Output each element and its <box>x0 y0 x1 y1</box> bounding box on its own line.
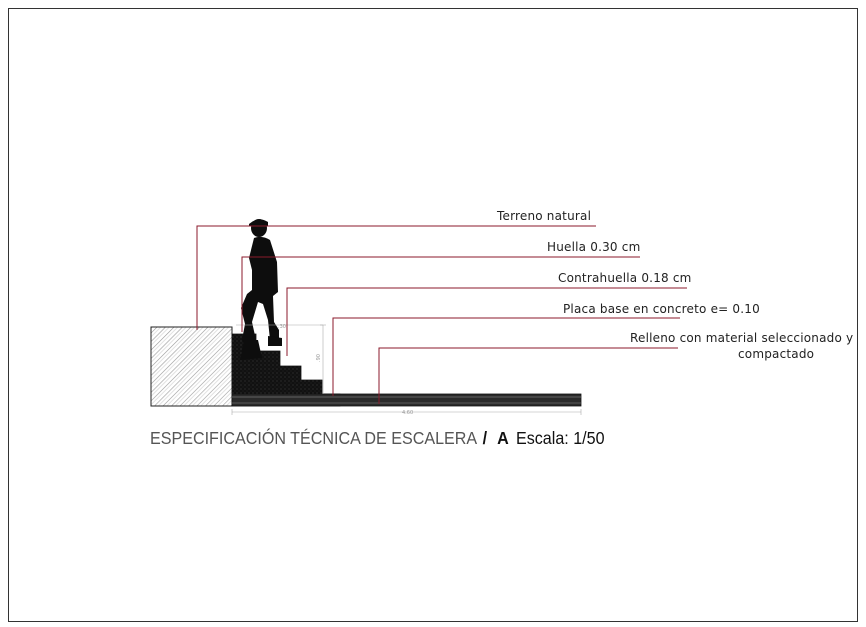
dimension-step-text: .30 <box>278 324 286 330</box>
label-relleno-line2: compactado <box>738 347 815 361</box>
label-terreno-natural: Terreno natural <box>497 209 592 223</box>
leader-terreno <box>196 225 596 330</box>
leader-contrahuella <box>286 287 687 356</box>
label-contrahuella: Contrahuella 0.18 cm <box>558 271 692 285</box>
dimension-length-text: 4.60 <box>402 410 413 416</box>
drawing-caption: ESPECIFICACIÓN TÉCNICA DE ESCALERA / A E… <box>150 428 605 449</box>
leader-huella <box>241 256 640 332</box>
leader-relleno <box>378 347 678 404</box>
label-relleno-line1: Relleno con material seleccionado y <box>630 331 854 345</box>
label-placa-base: Placa base en concreto e= 0.10 <box>563 302 760 316</box>
caption-scale: Escala: 1/50 <box>515 428 605 448</box>
base-slab <box>231 393 582 407</box>
caption-title: ESPECIFICACIÓN TÉCNICA DE ESCALERA <box>150 428 477 448</box>
caption-separator: / <box>482 428 488 448</box>
natural-terrain-block <box>150 326 233 407</box>
leader-lines <box>196 225 687 404</box>
caption-view-id: A <box>497 428 509 448</box>
person-silhouette <box>240 219 282 360</box>
dimension-lines <box>231 324 582 415</box>
leader-placa <box>332 317 680 396</box>
label-huella: Huella 0.30 cm <box>547 240 641 254</box>
dimension-height-text: .90 <box>316 354 322 362</box>
drawing-frame <box>8 8 858 622</box>
